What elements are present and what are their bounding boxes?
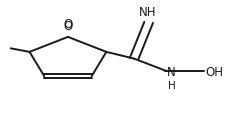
Text: O: O <box>63 18 72 31</box>
Text: H: H <box>167 81 175 91</box>
Text: O: O <box>63 20 72 33</box>
Text: NH: NH <box>138 6 155 19</box>
Text: OH: OH <box>204 66 222 79</box>
Text: N: N <box>166 66 175 79</box>
